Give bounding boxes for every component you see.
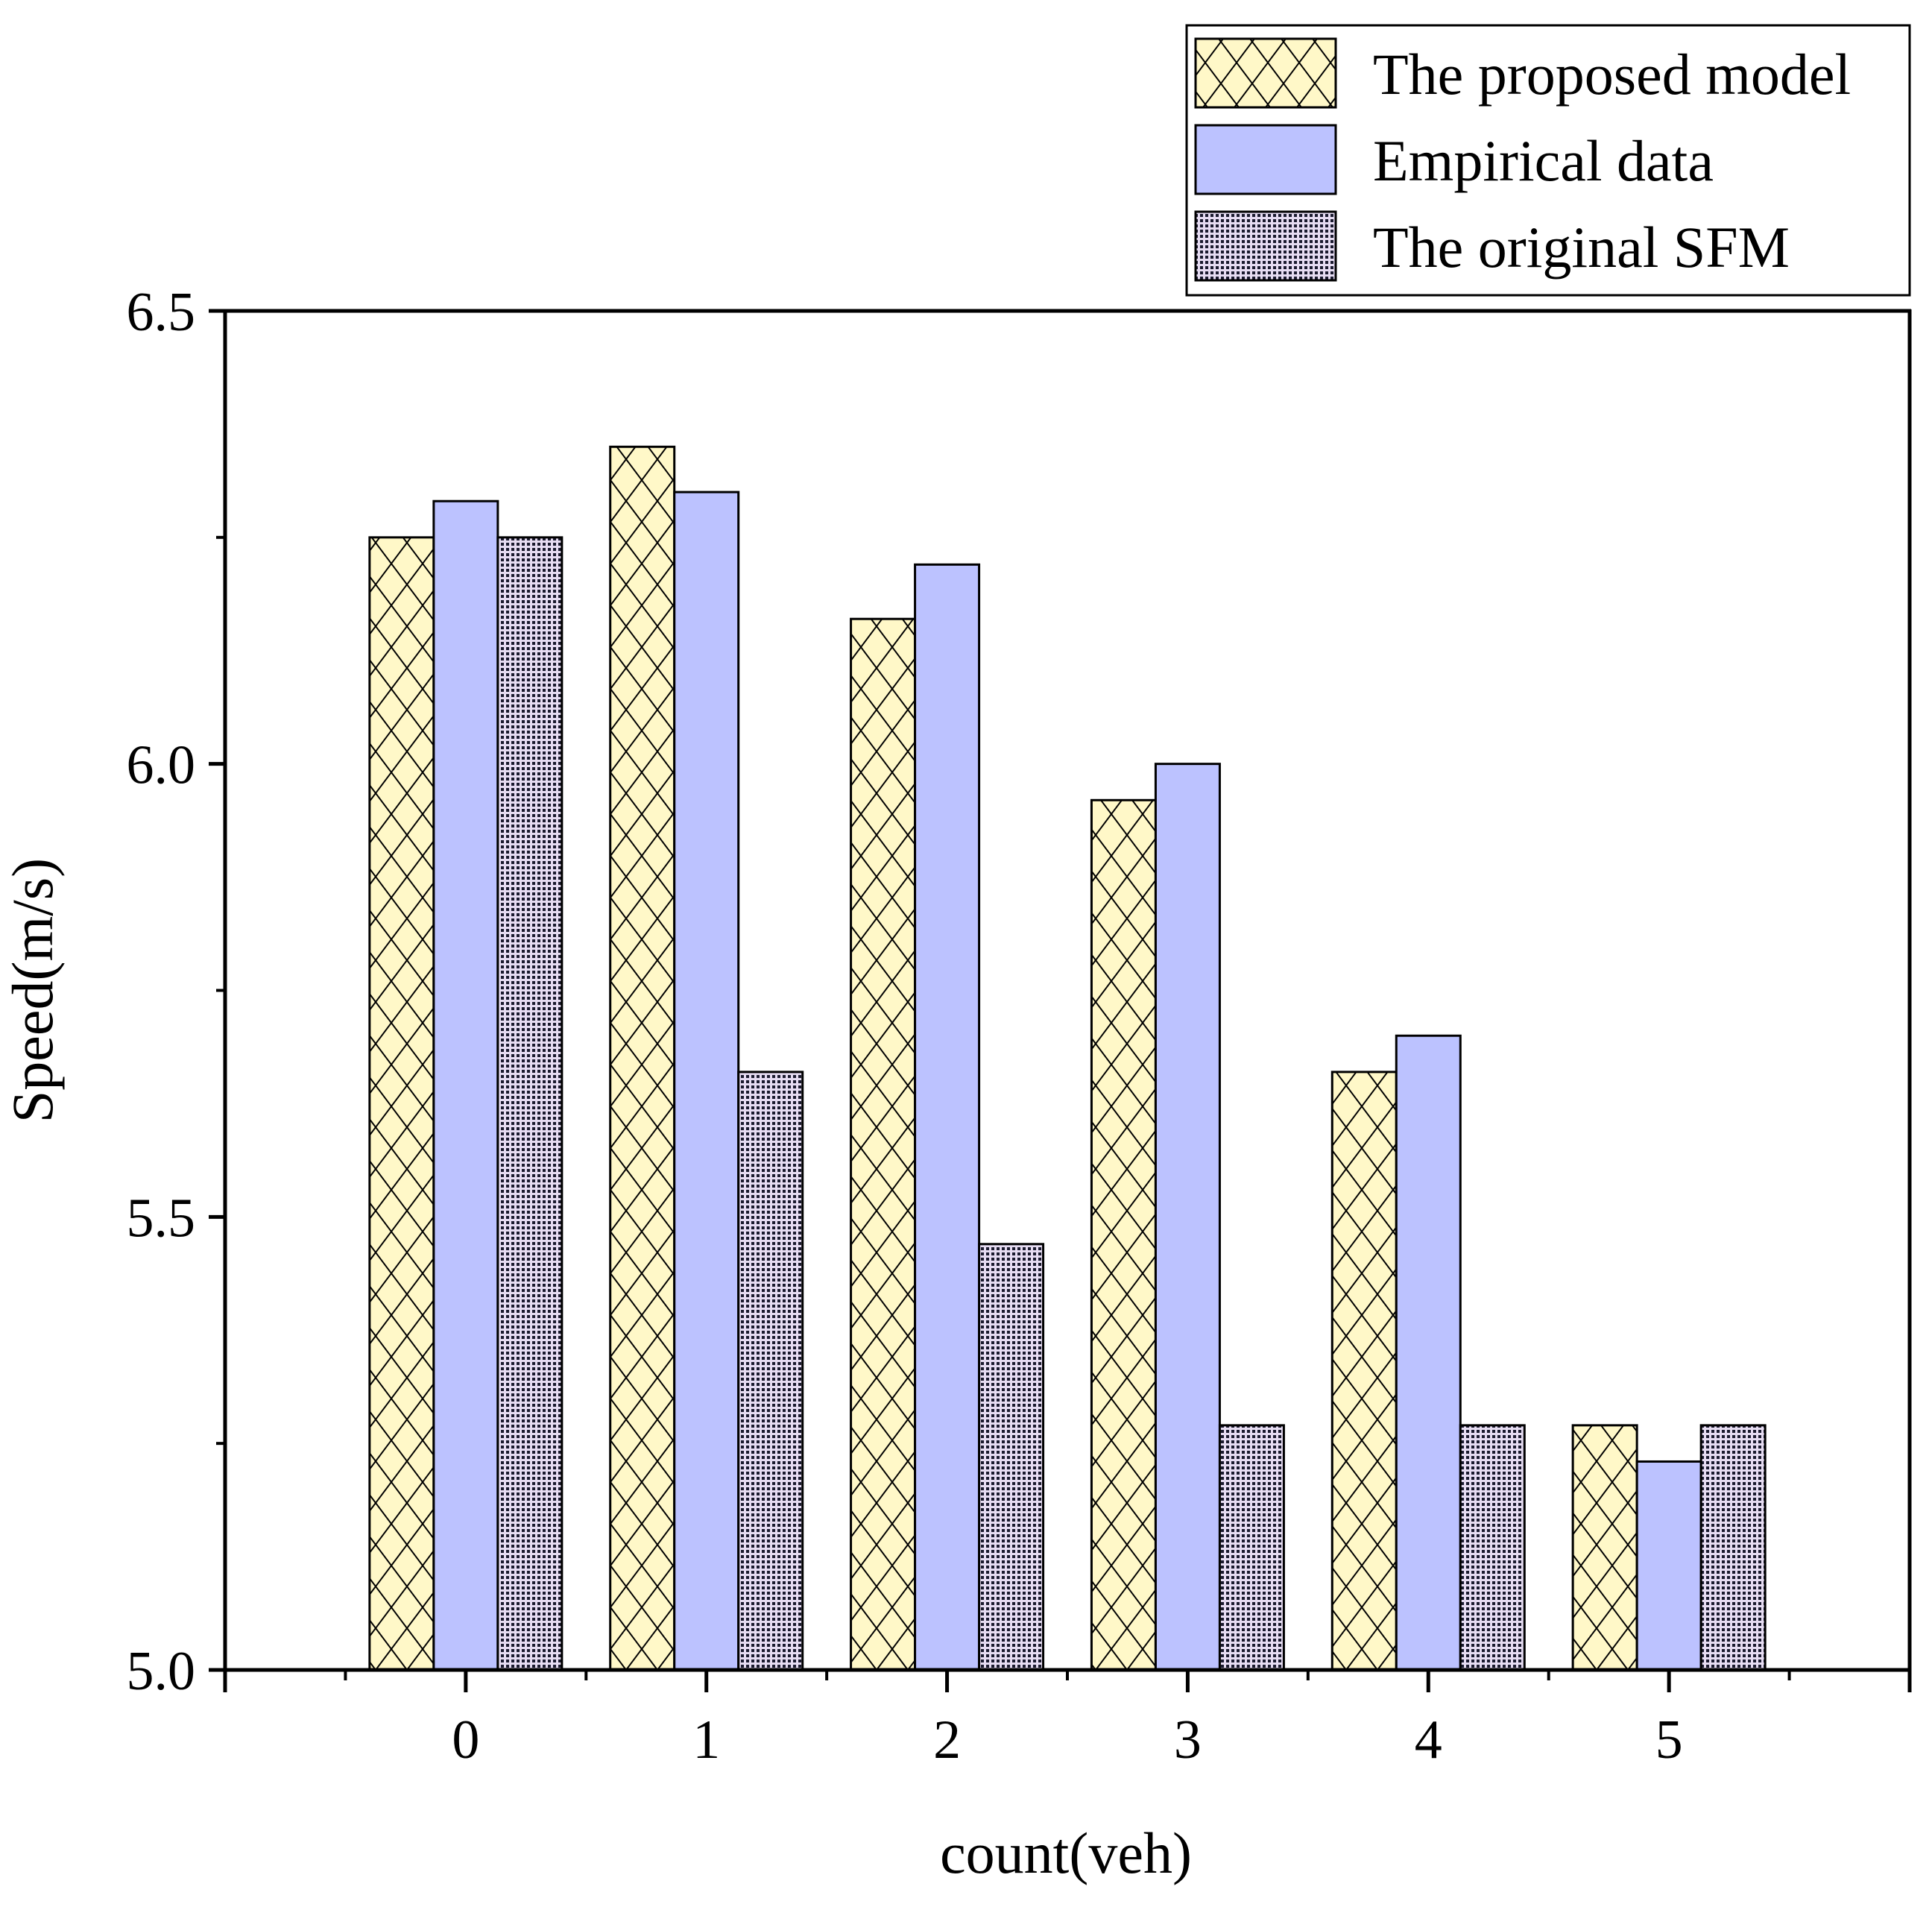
bar-the-original-sfm-4 xyxy=(1459,1424,1526,1671)
x-tick-label: 1 xyxy=(692,1709,720,1771)
bar-the-original-sfm-5 xyxy=(1699,1424,1767,1671)
bar-empirical-data-0 xyxy=(432,499,499,1671)
bar-the-original-sfm-0 xyxy=(496,536,564,1671)
bar-the-proposed-model-2 xyxy=(850,617,917,1671)
x-tick-label: 5 xyxy=(1655,1709,1683,1771)
bar-the-original-sfm-2 xyxy=(978,1243,1045,1671)
bar-the-proposed-model-5 xyxy=(1571,1424,1638,1671)
bar-the-proposed-model-0 xyxy=(368,536,435,1671)
legend-label: The original SFM xyxy=(1373,215,1790,280)
x-tick-label: 3 xyxy=(1174,1709,1202,1771)
y-axis-title: Speed(m/s) xyxy=(0,858,65,1123)
bar-empirical-data-2 xyxy=(914,563,981,1671)
x-tick-label: 2 xyxy=(933,1709,961,1771)
legend-label: Empirical data xyxy=(1373,128,1714,193)
x-tick-label: 0 xyxy=(452,1709,479,1771)
y-tick-label: 6.5 xyxy=(127,282,196,343)
axes-group: 5.0 5.5 6.0 6.5 0 1 2 3 4 5 xyxy=(127,282,1912,1771)
legend-label: The proposed model xyxy=(1373,42,1851,107)
bar-the-proposed-model-1 xyxy=(609,445,676,1671)
legend: The proposed model Empirical data The orig… xyxy=(1185,24,1911,297)
legend-swatch xyxy=(1194,124,1337,195)
bars-group xyxy=(368,445,1767,1671)
bar-empirical-data-5 xyxy=(1635,1460,1702,1671)
ticks-group: 5.0 5.5 6.0 6.5 0 1 2 3 4 5 xyxy=(127,282,1912,1771)
legend-swatch xyxy=(1194,210,1337,282)
x-tick-label: 4 xyxy=(1415,1709,1442,1771)
legend-swatch xyxy=(1194,37,1337,109)
bar-the-proposed-model-3 xyxy=(1090,798,1157,1671)
bar-empirical-data-4 xyxy=(1395,1034,1462,1671)
bar-empirical-data-1 xyxy=(673,491,740,1671)
bar-the-original-sfm-1 xyxy=(737,1071,804,1671)
x-axis-title: count(veh) xyxy=(940,1821,1192,1885)
y-tick-label: 5.5 xyxy=(127,1188,196,1249)
bar-the-proposed-model-4 xyxy=(1330,1071,1398,1671)
bar-the-original-sfm-3 xyxy=(1218,1424,1285,1671)
y-tick-label: 5.0 xyxy=(127,1641,196,1702)
bar-empirical-data-3 xyxy=(1154,763,1221,1671)
y-tick-label: 6.0 xyxy=(127,735,196,796)
